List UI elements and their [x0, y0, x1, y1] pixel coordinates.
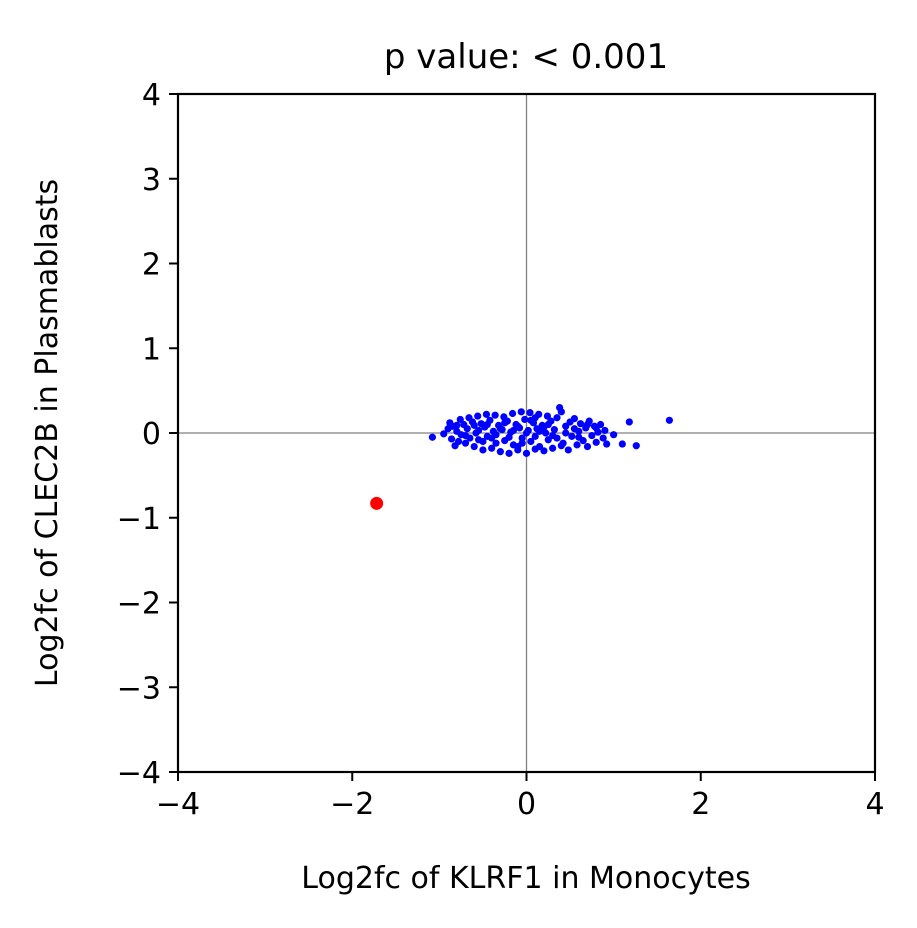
- data-point: [531, 432, 539, 440]
- data-point: [509, 426, 518, 435]
- data-point: [505, 449, 513, 457]
- data-point: [508, 409, 517, 418]
- data-point: [583, 420, 592, 429]
- data-point: [625, 418, 633, 426]
- data-point: [505, 433, 513, 441]
- data-point: [553, 434, 561, 442]
- data-point: [601, 426, 609, 435]
- data-point: [514, 442, 522, 451]
- data-point: [483, 420, 491, 429]
- data-point: [535, 427, 544, 435]
- y-tick-label: −1: [117, 502, 161, 537]
- x-tick-label: 0: [517, 787, 536, 822]
- y-tick-label: 3: [142, 163, 161, 198]
- data-point: [474, 412, 482, 420]
- data-point: [557, 408, 565, 416]
- data-point: [632, 442, 640, 450]
- data-point: [470, 442, 478, 451]
- data-point: [492, 431, 500, 439]
- data-point: [453, 421, 461, 429]
- data-point: [562, 429, 570, 437]
- data-point: [588, 431, 596, 440]
- data-point: [527, 437, 535, 446]
- data-point: [428, 433, 437, 441]
- data-point: [568, 432, 576, 440]
- data-point: [599, 434, 607, 442]
- data-point: [575, 433, 583, 441]
- data-point: [618, 440, 626, 448]
- x-tick-label: 2: [691, 787, 710, 822]
- data-point: [592, 438, 600, 446]
- x-axis-label: Log2fc of KLRF1 in Monocytes: [301, 861, 750, 896]
- data-point: [550, 426, 558, 434]
- y-tick-label: −4: [117, 756, 161, 791]
- data-point: [564, 446, 572, 454]
- y-tick-label: 1: [142, 332, 161, 367]
- data-point: [570, 425, 579, 433]
- data-point: [491, 411, 499, 419]
- data-point: [496, 448, 504, 456]
- data-point: [526, 409, 534, 417]
- data-point: [573, 441, 581, 449]
- x-tick-label: −2: [330, 787, 374, 822]
- data-point: [665, 416, 673, 424]
- data-point: [549, 444, 557, 452]
- data-point: [474, 426, 483, 435]
- y-axis-label: Log2fc of CLEC2B in Plasmablasts: [30, 179, 65, 687]
- data-point: [456, 415, 464, 424]
- data-point: [583, 442, 592, 451]
- data-point: [610, 431, 618, 439]
- y-axis-ticks: −4 −3 −2 −1 0 1 2 3 4: [117, 78, 178, 791]
- data-point: [440, 430, 448, 438]
- data-point: [542, 429, 550, 437]
- data-point: [517, 408, 525, 416]
- chart-title: p value: < 0.001: [384, 37, 668, 77]
- data-point: [557, 442, 565, 450]
- data-point: [521, 415, 529, 424]
- y-tick-label: −2: [117, 587, 161, 622]
- y-tick-label: 2: [142, 248, 161, 283]
- y-tick-label: 0: [142, 417, 161, 452]
- y-tick-label: −3: [117, 671, 161, 706]
- data-point: [543, 412, 552, 420]
- data-point: [463, 425, 471, 433]
- data-point: [576, 420, 585, 428]
- data-point: [461, 439, 470, 447]
- highlight-point: [370, 496, 384, 510]
- data-points: [370, 403, 673, 510]
- data-point: [482, 410, 491, 418]
- data-point: [544, 420, 552, 429]
- data-point: [454, 437, 463, 446]
- x-axis-ticks: −4 −2 0 2 4: [156, 772, 885, 822]
- data-point: [570, 414, 579, 423]
- data-point: [522, 449, 531, 457]
- data-point: [470, 421, 478, 429]
- data-point: [518, 434, 526, 442]
- y-tick-label: 4: [142, 78, 161, 113]
- data-point: [501, 419, 509, 427]
- data-point: [592, 424, 600, 432]
- data-point: [447, 435, 456, 443]
- data-point: [522, 429, 531, 437]
- data-point: [479, 446, 487, 454]
- data-point: [461, 431, 470, 440]
- data-point: [492, 439, 500, 447]
- data-point: [531, 414, 539, 422]
- data-point: [488, 444, 496, 452]
- data-point: [553, 414, 561, 422]
- data-point: [479, 437, 487, 446]
- data-point: [496, 425, 504, 433]
- data-point: [540, 447, 548, 455]
- data-point: [603, 440, 611, 448]
- x-tick-label: −4: [156, 787, 200, 822]
- x-tick-label: 4: [865, 787, 884, 822]
